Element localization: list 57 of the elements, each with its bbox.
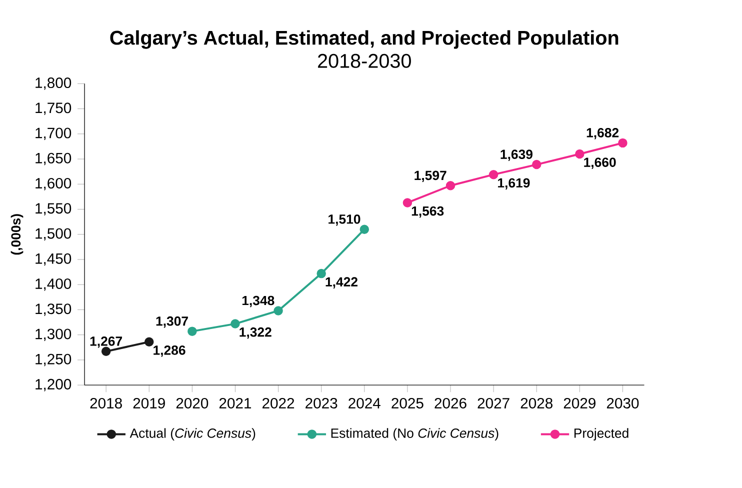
data-label: 1,682 [586, 128, 619, 140]
y-tick-label: 1,250 [36, 354, 72, 366]
x-tick-label: 2028 [520, 398, 552, 408]
legend-label: Estimated (No Civic Census) [331, 428, 498, 440]
data-label: 1,422 [326, 277, 358, 288]
data-label: 1,286 [154, 345, 186, 357]
data-label: 1,639 [500, 149, 532, 161]
y-tick-label: 1,650 [36, 152, 72, 165]
data-label: 1,619 [498, 178, 530, 190]
point [532, 160, 542, 169]
x-tick-label: 2024 [348, 398, 380, 408]
point [230, 318, 240, 328]
legend-label: Projected [574, 428, 628, 440]
point [488, 170, 498, 180]
point [618, 138, 628, 148]
y-tick-label: 1,550 [36, 202, 72, 216]
point [316, 268, 326, 278]
x-tick-label: 2026 [434, 398, 466, 408]
point [188, 326, 197, 336]
y-tick-label: 1,800 [36, 77, 72, 90]
legend-label: Actual (Civic Census) [130, 428, 256, 440]
x-tick-label: 2030 [606, 398, 639, 408]
point [360, 224, 370, 234]
x-tick-label: 2027 [478, 398, 510, 408]
data-label: 1,597 [414, 170, 446, 182]
y-tick-label: 1,750 [36, 102, 72, 115]
x-tick-label: 2020 [176, 398, 208, 408]
point [144, 337, 154, 346]
x-tick-label: 2029 [564, 398, 596, 408]
x-tick-label: 2019 [133, 398, 165, 408]
data-label: 1,563 [412, 206, 444, 218]
y-tick-label: 1,600 [36, 178, 72, 190]
y-tick-label: 1,300 [36, 328, 72, 341]
chart-title: Calgary’s Actual, Estimated, and Projected Population [110, 30, 618, 49]
x-tick-label: 2022 [262, 398, 294, 408]
x-tick-label: 2018 [90, 398, 122, 408]
x-tick-label: 2021 [219, 398, 252, 408]
x-tick-label: 2023 [306, 398, 338, 408]
y-axis-title: (,000s) [10, 214, 24, 254]
data-label: 1,307 [156, 316, 188, 328]
point [575, 149, 584, 158]
x-tick-label: 2025 [392, 398, 424, 408]
y-tick-label: 1,450 [36, 253, 72, 266]
y-tick-label: 1,200 [36, 378, 72, 392]
y-tick-label: 1,700 [36, 128, 72, 140]
data-label: 1,660 [584, 157, 616, 169]
point [446, 180, 456, 190]
y-tick-label: 1,500 [36, 228, 72, 240]
point [274, 306, 283, 316]
data-label: 1,510 [328, 214, 360, 226]
data-label: 1,267 [90, 336, 122, 348]
data-label: 1,348 [242, 296, 274, 307]
data-label: 1,322 [240, 327, 272, 338]
point [402, 198, 412, 208]
y-tick-label: 1,400 [36, 278, 72, 291]
y-tick-label: 1,350 [36, 303, 72, 316]
chart-subtitle: 2018-2030 [318, 54, 411, 68]
